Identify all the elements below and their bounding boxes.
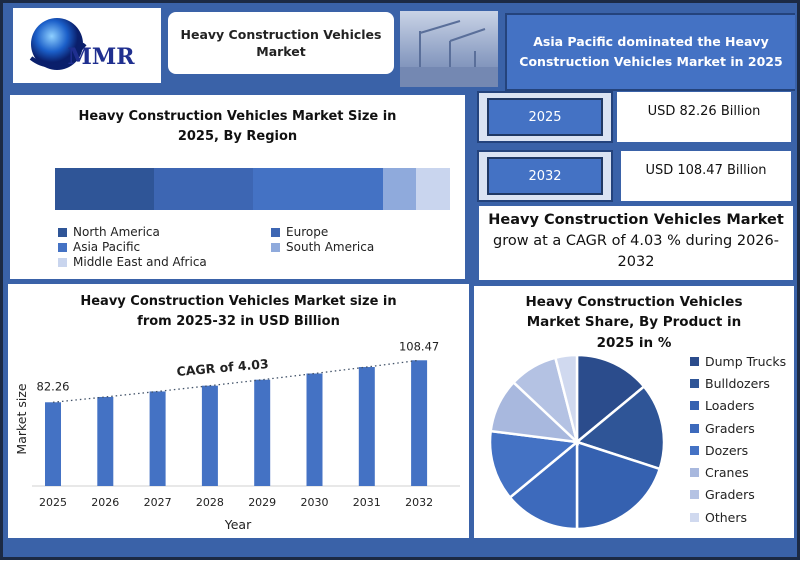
legend-label: Dozers [705,442,749,458]
legend-item: Dump Trucks [690,350,786,372]
pie-legend: Dump Trucks Bulldozers Loaders Graders Dozer… [690,350,786,528]
bar-chart-title: Heavy Construction Vehicles Market size … [80,294,397,330]
region-stacked-bar [55,168,450,210]
bar [97,396,114,486]
x-tick-label: 2029 [248,496,276,509]
legend-label: North America [73,225,160,239]
x-tick-label: 2031 [353,496,381,509]
legend-label: Cranes [705,465,749,481]
cagr-text: grow at a CAGR of 4.03 % during 2026-203… [493,233,779,271]
legend-swatch [690,401,699,411]
year-box-2025: 2025 [477,91,613,143]
legend-swatch [690,445,699,455]
page-title: Heavy Construction Vehicles Market [168,12,394,74]
bar [254,379,271,486]
legend-swatch [690,378,699,388]
product-share-chart-panel: Heavy Construction Vehicles Market Share… [474,286,794,538]
legend-swatch [58,257,67,267]
logo-text: MMR [67,43,135,70]
pie-slice [508,439,579,531]
x-tick-label: 2030 [301,496,329,509]
y-axis-title: Market size [14,383,29,454]
cagr-summary: Heavy Construction Vehicles Market grow … [479,206,793,280]
year-label: 2032 [487,157,603,195]
data-label-first: 82.26 [37,379,70,393]
legend-label: Asia Pacific [73,240,141,254]
legend-item: Graders [690,417,786,439]
pie-slice [553,353,579,443]
legend-item: Others [690,506,786,528]
bar [411,360,428,486]
legend-label: Bulldozers [705,375,770,391]
legend-label: South America [286,240,375,254]
bar [149,391,166,486]
bar [358,367,375,486]
region-chart-title: Heavy Construction Vehicles Market Size … [78,109,397,145]
region-segment [252,168,383,210]
legend-label: Graders [705,420,755,436]
legend-item: Middle East and Africa [58,255,271,269]
legend-swatch [58,227,67,237]
bar-chart: 2025 2026 2027 2028 2029 2030 2031 2032 82.26 108… [14,339,460,532]
pie-chart [488,353,666,531]
region-chart-panel: Heavy Construction Vehicles Market Size … [10,95,465,279]
trendline [52,359,420,403]
data-label-last: 108.47 [399,339,439,353]
value-box-2025: USD 82.26 Billion [617,92,791,142]
legend-swatch [690,423,699,433]
legend-item: Bulldozers [690,372,786,394]
bar [201,385,218,486]
highlight-banner: Asia Pacific dominated the Heavy Constru… [505,13,795,91]
pie-chart-title: Heavy Construction Vehicles Market Share… [525,294,743,351]
x-tick-label: 2026 [91,496,119,509]
legend-label: Loaders [705,398,755,414]
construction-image [400,11,498,87]
legend-label: Graders [705,487,755,503]
legend-swatch [271,227,280,237]
x-tick-label: 2025 [39,496,67,509]
region-legend: North America Europe Asia Pacific South Ame… [58,225,458,269]
x-tick-label: 2032 [405,496,433,509]
legend-item: Asia Pacific [58,240,271,254]
legend-item: Europe [271,225,451,239]
legend-swatch [690,512,699,522]
region-segment [416,168,450,210]
legend-item: South America [271,240,451,254]
legend-item: Cranes [690,461,786,483]
pie-slice [575,440,662,531]
pie-slice [575,353,646,445]
year-label: 2025 [487,98,603,136]
legend-item: North America [58,225,271,239]
legend-swatch [690,468,699,478]
legend-label: Dump Trucks [705,353,787,369]
x-axis-title: Year [224,517,252,532]
legend-item: Graders [690,484,786,506]
legend-swatch [58,242,67,252]
region-segment [382,168,417,210]
logo: MMR [13,8,161,83]
region-segment [153,168,253,210]
legend-item: Dozers [690,439,786,461]
legend-swatch [690,490,699,500]
bar [45,402,61,486]
bar [306,373,323,486]
legend-label: Europe [286,225,329,239]
pie-slice [488,429,581,500]
globe-icon [29,18,87,70]
cagr-annotation: CAGR of 4.03 [176,356,269,379]
legend-swatch [271,242,280,252]
legend-label: Others [705,509,748,525]
crane-silhouette-icon [400,20,498,87]
x-tick-label: 2028 [196,496,224,509]
legend-item: Loaders [690,395,786,417]
market-size-chart-panel: Heavy Construction Vehicles Market size … [8,284,469,538]
x-tick-label: 2027 [144,496,172,509]
value-box-2032: USD 108.47 Billion [621,151,791,201]
legend-label: Middle East and Africa [73,255,207,269]
region-segment [55,168,154,210]
cagr-heading: Heavy Construction Vehicles Market [488,212,784,228]
year-box-2032: 2032 [477,150,613,202]
legend-swatch [690,356,699,366]
